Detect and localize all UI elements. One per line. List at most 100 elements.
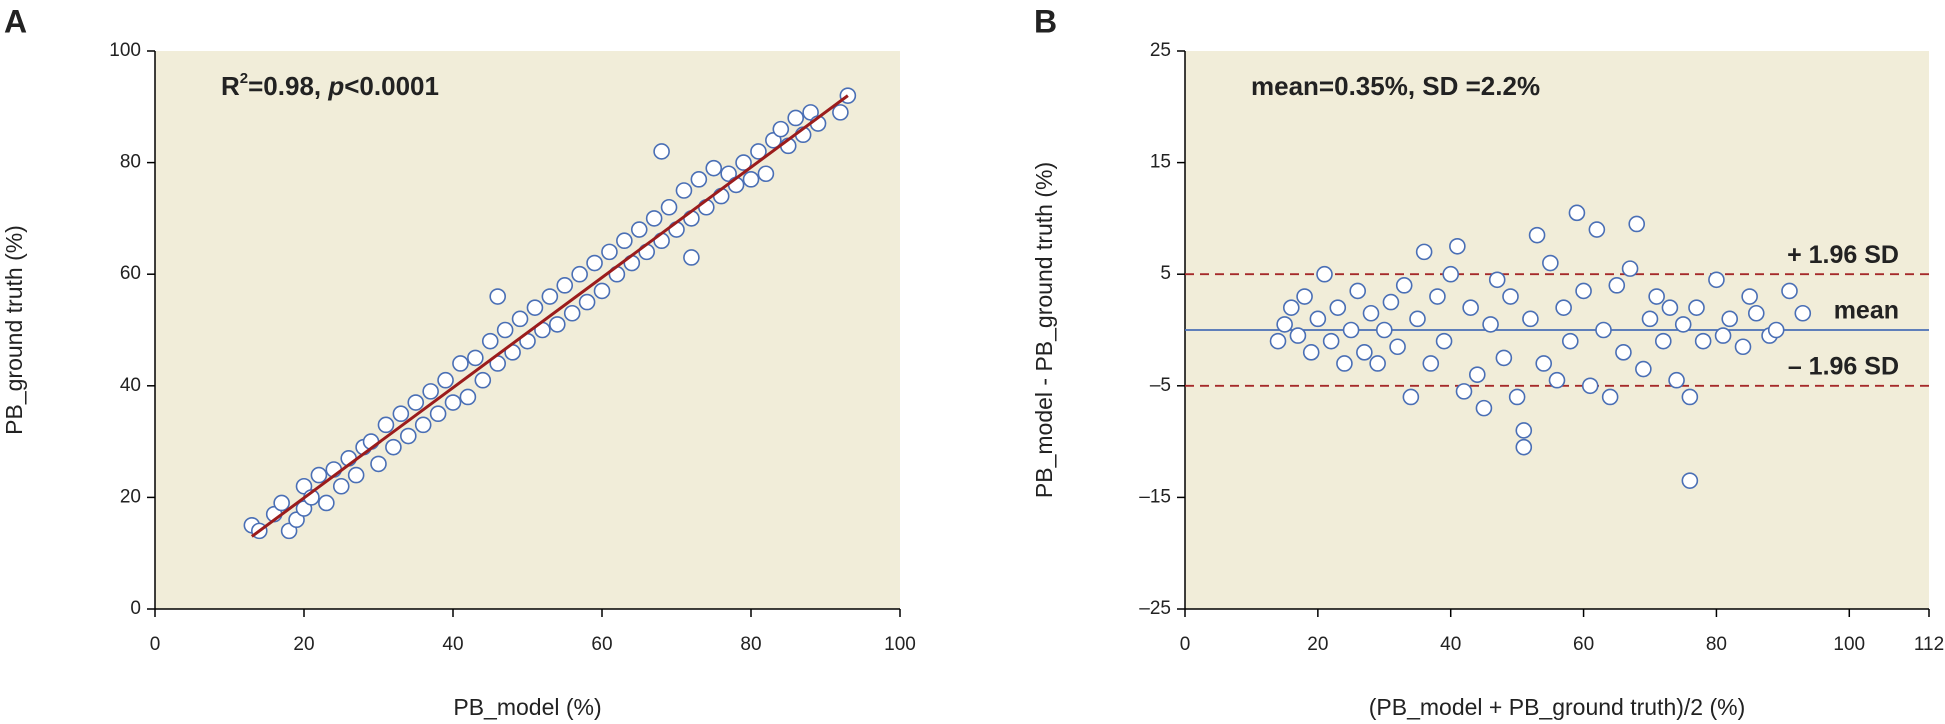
scatter-point bbox=[787, 109, 805, 127]
x-tick-label: 60 bbox=[591, 634, 612, 655]
scatter-point bbox=[1688, 299, 1705, 316]
scatter-point bbox=[1714, 327, 1732, 344]
x-tick-label: 0 bbox=[1180, 634, 1191, 655]
scatter-point bbox=[1375, 321, 1393, 339]
scatter-point bbox=[772, 120, 790, 138]
x-tick-label: 100 bbox=[884, 634, 916, 655]
scatter-point bbox=[1442, 265, 1460, 283]
scatter-point bbox=[1568, 204, 1586, 222]
scatter-point bbox=[1615, 344, 1632, 361]
scatter-point bbox=[1641, 310, 1659, 328]
x-tick-label: 0 bbox=[150, 634, 161, 655]
scatter-point bbox=[1455, 383, 1473, 400]
scatter-point bbox=[593, 282, 611, 300]
scatter-point bbox=[668, 221, 685, 238]
scatter-point bbox=[1422, 355, 1440, 372]
scatter-point bbox=[1462, 299, 1479, 316]
scatter-point bbox=[1721, 310, 1739, 328]
scatter-point bbox=[571, 265, 588, 283]
scatter-point bbox=[437, 371, 454, 389]
x-tick-label: 80 bbox=[740, 634, 761, 655]
scatter-point bbox=[1528, 226, 1546, 244]
scatter-point bbox=[1561, 332, 1579, 350]
panel-label: A bbox=[4, 3, 27, 39]
scatter-point bbox=[1674, 316, 1692, 333]
scatter-point bbox=[548, 316, 566, 333]
scatter-point bbox=[1575, 282, 1592, 300]
scatter-point bbox=[489, 288, 507, 305]
fit-line bbox=[250, 94, 849, 538]
scatter-point bbox=[1654, 332, 1672, 350]
x-tick-label: 80 bbox=[1706, 634, 1727, 655]
scatter-point bbox=[1316, 265, 1333, 283]
scatter-point bbox=[1542, 254, 1559, 272]
scatter-point bbox=[630, 221, 648, 238]
scatter-point bbox=[1322, 332, 1340, 350]
annotation-part: <0.0001 bbox=[344, 71, 439, 101]
scatter-point bbox=[1296, 288, 1313, 305]
scatter-point bbox=[1482, 316, 1499, 333]
scatter-point bbox=[757, 165, 775, 183]
scatter-point bbox=[459, 388, 477, 406]
scatter-point bbox=[332, 477, 350, 495]
scatter-point bbox=[1495, 349, 1513, 367]
scatter-point bbox=[1349, 282, 1367, 300]
annotation-part: R bbox=[221, 71, 240, 101]
scatter-point bbox=[1402, 388, 1420, 406]
scatter-point bbox=[444, 394, 462, 411]
scatter-point bbox=[1515, 422, 1533, 439]
scatter-point bbox=[273, 494, 290, 512]
x-tick-label: 40 bbox=[442, 634, 463, 655]
scatter-point bbox=[1694, 332, 1712, 350]
scatter-point bbox=[1276, 316, 1293, 333]
scatter-point bbox=[310, 466, 328, 484]
scatter-point bbox=[1508, 388, 1526, 406]
scatter-point bbox=[578, 293, 596, 311]
scatter-point bbox=[742, 171, 760, 188]
scatter-point bbox=[377, 416, 395, 434]
y-tick-label: 40 bbox=[120, 375, 141, 396]
scatter-point bbox=[586, 254, 603, 272]
scatter-point bbox=[1415, 243, 1433, 261]
scatter-point bbox=[1708, 271, 1725, 289]
scatter-point bbox=[467, 349, 484, 367]
scatter-point bbox=[1635, 360, 1652, 378]
scatter-point bbox=[422, 383, 439, 400]
scatter-point bbox=[1449, 238, 1466, 255]
x-tick-label: 60 bbox=[1573, 634, 1594, 655]
scatter-point bbox=[1468, 366, 1486, 383]
y-tick-label: 25 bbox=[1150, 40, 1171, 61]
y-axis-title: PB_model - PB_ground truth (%) bbox=[1031, 162, 1057, 498]
scatter-point bbox=[1535, 355, 1553, 372]
annotation-part: =0.98, bbox=[248, 71, 328, 101]
scatter-point bbox=[675, 182, 693, 199]
scatter-point bbox=[474, 371, 492, 389]
scatter-point bbox=[1435, 332, 1453, 350]
scatter-point bbox=[690, 171, 708, 188]
scatter-point bbox=[511, 310, 529, 328]
panel-label: B bbox=[1034, 3, 1057, 39]
reference-label: + 1.96 SD bbox=[1787, 241, 1899, 269]
scatter-point bbox=[1548, 371, 1566, 389]
x-tick-label: 100 bbox=[1833, 634, 1865, 655]
scatter-point bbox=[1595, 321, 1612, 339]
scatter-point bbox=[1488, 271, 1506, 289]
scatter-point bbox=[1389, 338, 1406, 356]
annotation: R2=0.98, p<0.0001 bbox=[221, 70, 439, 100]
x-axis-title: (PB_model + PB_ground truth)/2 (%) bbox=[1369, 694, 1746, 720]
scatter-point bbox=[1621, 260, 1639, 277]
scatter-point bbox=[1515, 438, 1533, 456]
scatter-point bbox=[556, 277, 574, 294]
scatter-point bbox=[653, 143, 670, 160]
y-tick-label: 60 bbox=[120, 263, 141, 284]
scatter-point bbox=[1648, 288, 1665, 305]
scatter-point bbox=[645, 210, 663, 227]
scatter-point bbox=[1747, 304, 1765, 322]
y-tick-label: –15 bbox=[1139, 486, 1171, 507]
y-axis-title: PB_ground truth (%) bbox=[1, 225, 27, 435]
scatter-point bbox=[1608, 277, 1626, 294]
scatter-point bbox=[563, 304, 581, 322]
scatter-point bbox=[735, 154, 752, 171]
scatter-point bbox=[1356, 344, 1373, 361]
reference-label: mean bbox=[1834, 297, 1899, 325]
